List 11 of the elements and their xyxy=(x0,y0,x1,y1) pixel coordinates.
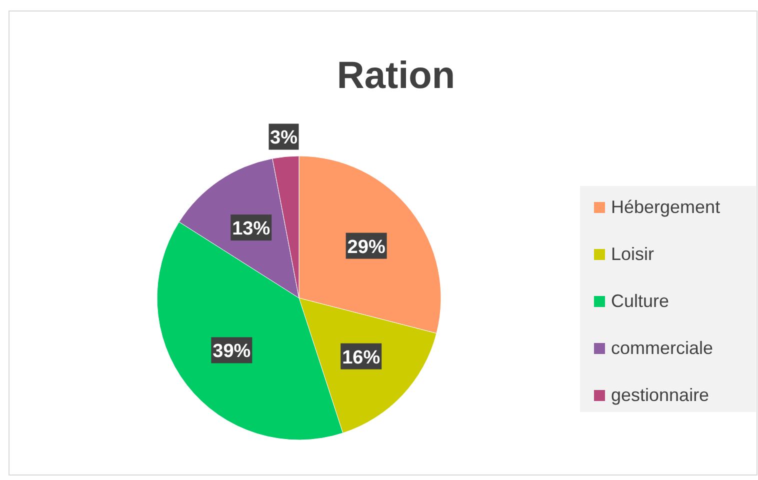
data-label: 16% xyxy=(342,347,380,368)
data-label: 3% xyxy=(270,128,298,149)
legend-label: commerciale xyxy=(611,338,714,358)
data-label: 39% xyxy=(212,341,251,362)
legend-label: gestionnaire xyxy=(611,385,710,405)
legend-label: Hébergement xyxy=(611,197,720,217)
data-label: 13% xyxy=(232,218,270,240)
data-label: 29% xyxy=(347,236,386,258)
chart-title: Ration xyxy=(336,55,456,97)
legend-label: Culture xyxy=(611,291,670,311)
legend-label: Loisir xyxy=(611,244,654,264)
